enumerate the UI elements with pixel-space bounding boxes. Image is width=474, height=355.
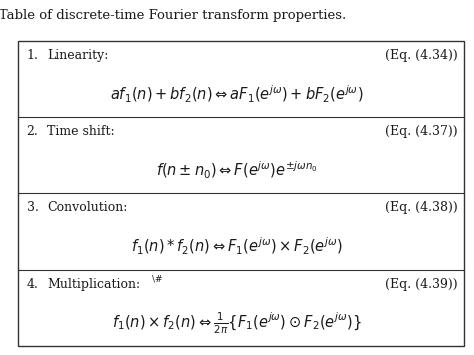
Text: (Eq. (4.38)): (Eq. (4.38)) — [385, 201, 458, 214]
Text: (Eq. (4.37)): (Eq. (4.37)) — [385, 125, 458, 138]
Text: 2.: 2. — [27, 125, 38, 138]
Bar — [18, 41, 464, 346]
Text: $f_1(n) * f_2(n) \Leftrightarrow F_1(e^{j\omega}) \times F_2(e^{j\omega})$: $f_1(n) * f_2(n) \Leftrightarrow F_1(e^{… — [131, 236, 343, 257]
Text: \#: \# — [152, 274, 162, 283]
Text: 1.: 1. — [27, 49, 38, 62]
Text: Multiplication:: Multiplication: — [47, 278, 140, 291]
Text: 3.: 3. — [27, 201, 38, 214]
Text: Linearity:: Linearity: — [47, 49, 109, 62]
Text: $f(n \pm n_0) \Leftrightarrow F(e^{j\omega})e^{\pm j\omega n_0}$: $f(n \pm n_0) \Leftrightarrow F(e^{j\ome… — [156, 160, 318, 181]
Text: Time shift:: Time shift: — [47, 125, 115, 138]
Text: $f_1(n) \times f_2(n) \Leftrightarrow \frac{1}{2\pi}\{F_1(e^{j\omega}) \odot F_2: $f_1(n) \times f_2(n) \Leftrightarrow \f… — [112, 311, 362, 336]
Text: Convolution:: Convolution: — [47, 201, 128, 214]
Text: (Eq. (4.34)): (Eq. (4.34)) — [385, 49, 458, 62]
Text: $af_1(n) +bf_2(n) \Leftrightarrow aF_1(e^{j\omega}) + bF_2(e^{j\omega})$: $af_1(n) +bf_2(n) \Leftrightarrow aF_1(e… — [110, 84, 364, 105]
Text: 4.: 4. — [27, 278, 38, 291]
Text: Table 4.2. Table of discrete-time Fourier transform properties.: Table 4.2. Table of discrete-time Fourie… — [0, 9, 346, 22]
Text: (Eq. (4.39)): (Eq. (4.39)) — [385, 278, 458, 291]
